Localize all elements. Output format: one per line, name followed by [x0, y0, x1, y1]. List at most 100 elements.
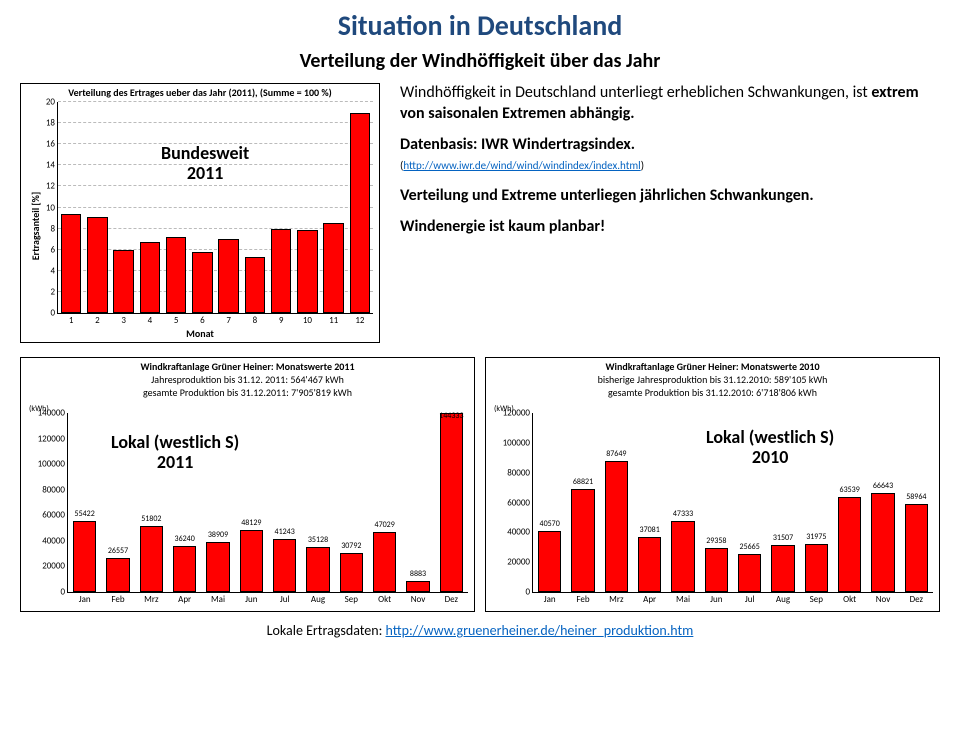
chart1-plot: 02468101214161820123456789101112	[57, 102, 373, 314]
para-1: Windhöffigkeit in Deutschland unterliegt…	[400, 83, 940, 125]
x-tick: Jul	[280, 592, 290, 605]
bar-value: 87649	[606, 449, 626, 459]
bar-value: 63539	[840, 485, 860, 495]
chart3-plot: 020000400006000080000100000120000Jan4057…	[532, 413, 933, 593]
bar-value: 40570	[540, 519, 560, 529]
bar	[905, 504, 928, 592]
bar	[373, 532, 396, 592]
y-tick: 100000	[38, 459, 68, 470]
bar	[218, 239, 238, 313]
bar	[538, 531, 561, 592]
y-tick: 40000	[42, 535, 68, 546]
chart2-title-l2: Jahresproduktion bis 31.12. 2011: 564'46…	[151, 373, 344, 386]
bar-value: 37081	[640, 525, 660, 535]
bar	[738, 554, 761, 592]
bar	[340, 553, 363, 592]
bar	[173, 546, 196, 592]
bar	[61, 214, 81, 313]
x-tick: Dez	[445, 592, 458, 605]
y-tick: 14	[46, 160, 58, 171]
chart2-title-l1: Windkraftanlage Grüner Heiner: Monatswer…	[140, 360, 354, 373]
bar	[271, 229, 291, 313]
bar	[73, 521, 96, 592]
x-tick: Jan	[79, 592, 91, 605]
y-tick: 2	[50, 286, 58, 297]
bar	[350, 113, 370, 313]
x-tick: Okt	[378, 592, 391, 605]
x-tick: Mai	[211, 592, 225, 605]
y-tick: 120000	[38, 433, 68, 444]
x-tick: 2	[95, 313, 100, 326]
x-tick: Nov	[876, 592, 891, 605]
bar-value: 47333	[673, 509, 693, 519]
bar	[297, 230, 317, 313]
x-tick: Nov	[411, 592, 426, 605]
x-tick: 6	[200, 313, 205, 326]
bar	[273, 539, 296, 592]
x-tick: 11	[329, 313, 338, 326]
chart1: Verteilung des Ertrages ueber das Jahr (…	[20, 83, 380, 343]
top-row: Verteilung des Ertrages ueber das Jahr (…	[20, 83, 940, 343]
bar-value: 29358	[706, 536, 726, 546]
bar-value: 31507	[773, 533, 793, 543]
p1a: Windhöffigkeit in Deutschland unterliegt…	[400, 83, 871, 102]
bar	[871, 493, 894, 592]
x-tick: Aug	[776, 592, 790, 605]
bar-value: 51802	[141, 514, 161, 524]
bar	[440, 413, 463, 592]
x-tick: 10	[303, 313, 312, 326]
y-tick: 0	[50, 308, 58, 319]
chart2-plot: 020000400006000080000100000120000140000J…	[67, 413, 468, 593]
x-tick: 7	[226, 313, 231, 326]
x-tick: Feb	[576, 592, 589, 605]
y-tick: 20000	[507, 557, 533, 568]
y-tick: 100000	[503, 437, 533, 448]
page-subtitle: Verteilung der Windhöffigkeit über das J…	[20, 49, 940, 73]
chart2-title-l3: gesamte Produktion bis 31.12.2011: 7'905…	[143, 386, 352, 399]
bar	[638, 537, 661, 592]
y-tick: 20000	[42, 561, 68, 572]
x-tick: Jul	[745, 592, 755, 605]
bar	[406, 581, 429, 592]
bar	[140, 526, 163, 592]
p2a: Datenbasis: IWR Windertragsindex.	[400, 135, 635, 154]
chart3-title-l2: bisherige Jahresproduktion bis 31.12.201…	[598, 373, 828, 386]
chart2-title: Windkraftanlage Grüner Heiner: Monatswer…	[21, 358, 474, 401]
y-tick: 80000	[42, 484, 68, 495]
x-tick: Okt	[843, 592, 856, 605]
y-tick: 60000	[507, 497, 533, 508]
bar	[306, 547, 329, 592]
bar-value: 30792	[341, 541, 361, 551]
x-tick: 8	[253, 313, 258, 326]
x-tick: Aug	[311, 592, 325, 605]
bar-value: 36240	[175, 534, 195, 544]
y-tick: 0	[60, 587, 68, 598]
chart3-title: Windkraftanlage Grüner Heiner: Monatswer…	[486, 358, 939, 401]
chart3-title-l3: gesamte Produktion bis 31.12.2010: 6'718…	[608, 386, 817, 399]
footer: Lokale Ertragsdaten: http://www.gruenerh…	[20, 622, 940, 639]
bar	[140, 242, 160, 313]
x-tick: Apr	[178, 592, 191, 605]
bar	[106, 558, 129, 592]
bar	[671, 521, 694, 592]
y-tick: 8	[50, 223, 58, 234]
bar	[192, 252, 212, 313]
footer-label: Lokale Ertragsdaten:	[267, 622, 386, 639]
chart1-box: Verteilung des Ertrages ueber das Jahr (…	[20, 83, 380, 343]
para-3: Verteilung und Extreme unterliegen jährl…	[400, 186, 940, 207]
y-tick: 40000	[507, 527, 533, 538]
x-tick: 4	[148, 313, 153, 326]
para-2: Datenbasis: IWR Windertragsindex. (http:…	[400, 135, 940, 177]
y-tick: 6	[50, 244, 58, 255]
bar-value: 68821	[573, 477, 593, 487]
chart3-box: Windkraftanlage Grüner Heiner: Monatswer…	[485, 357, 940, 612]
iwr-link[interactable]: http://www.iwr.de/wind/wind/windindex/in…	[403, 159, 640, 172]
y-tick: 60000	[42, 510, 68, 521]
footer-link[interactable]: http://www.gruenerheiner.de/heiner_produ…	[386, 622, 694, 639]
bar	[245, 257, 265, 313]
chart1-x-title: Monat	[186, 327, 214, 340]
x-tick: 5	[174, 313, 179, 326]
explanatory-text: Windhöffigkeit in Deutschland unterliegt…	[400, 83, 940, 343]
bar	[571, 489, 594, 592]
bar-value: 26557	[108, 546, 128, 556]
